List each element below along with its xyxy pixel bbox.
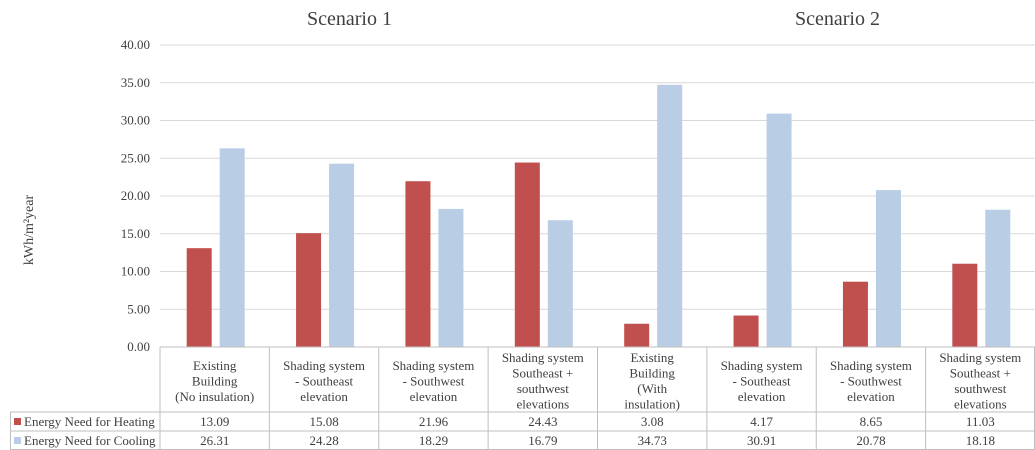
y-tick-label: 10.00 [121, 264, 150, 279]
y-tick-label: 15.00 [121, 226, 150, 241]
y-tick-label: 40.00 [121, 37, 150, 52]
y-tick-label: 25.00 [121, 150, 150, 165]
table-value: 24.43 [528, 414, 557, 429]
bar-cooling [657, 84, 683, 347]
bar-heating [842, 281, 868, 347]
scenario-1-title: Scenario 1 [307, 8, 392, 30]
bar-cooling [875, 190, 901, 347]
x-category-label: southwest [954, 381, 1006, 396]
scenario-2-title: Scenario 2 [795, 8, 880, 30]
table-value: 4.17 [750, 414, 773, 429]
table-value: 20.78 [856, 433, 885, 448]
legend-key-heating [14, 418, 21, 425]
bar-heating [405, 181, 431, 347]
table-value: 30.91 [747, 433, 776, 448]
legend-label: Energy Need for Cooling [24, 433, 156, 448]
x-category-label: elevations [516, 397, 569, 412]
table-value: 8.65 [860, 414, 883, 429]
x-category-label: Shading system [721, 358, 803, 373]
x-category-label: elevation [410, 389, 458, 404]
table-value: 3.08 [641, 414, 664, 429]
y-tick-label: 35.00 [121, 75, 150, 90]
table-value: 26.31 [200, 433, 229, 448]
y-tick-label: 20.00 [121, 188, 150, 203]
table-value: 18.18 [966, 433, 995, 448]
table-value: 13.09 [200, 414, 229, 429]
table-value: 18.29 [419, 433, 448, 448]
bar-cooling [438, 208, 464, 347]
x-category-label: Building [192, 374, 238, 389]
x-category-label: elevation [847, 389, 895, 404]
bar-cooling [219, 148, 245, 347]
bar-cooling [985, 209, 1011, 347]
x-category-label: - Southwest [403, 374, 465, 389]
x-category-label: - Southwest [840, 374, 902, 389]
x-category-label: Existing [631, 350, 675, 365]
table-value: 15.08 [309, 414, 338, 429]
x-category-label: - Southeast [295, 374, 354, 389]
x-category-label: elevation [300, 389, 348, 404]
x-category-label: elevation [738, 389, 786, 404]
bar-cooling [766, 113, 792, 347]
table-value: 34.73 [638, 433, 667, 448]
y-tick-label: 30.00 [121, 113, 150, 128]
legend-key-cooling [14, 437, 21, 444]
x-category-label: Building [629, 366, 675, 381]
x-category-label: elevations [954, 397, 1007, 412]
bar-heating [624, 323, 650, 347]
bar-cooling [547, 220, 573, 347]
table-value: 16.79 [528, 433, 557, 448]
y-tick-label: 5.00 [127, 301, 150, 316]
bar-heating [296, 233, 322, 347]
x-category-label: (With [637, 381, 667, 396]
x-category-label: Shading system [830, 358, 912, 373]
x-category-label: Shading system [939, 350, 1021, 365]
x-category-label: southwest [517, 381, 569, 396]
x-category-label: Shading system [502, 350, 584, 365]
x-category-label: (No insulation) [175, 389, 254, 404]
bar-heating [186, 248, 212, 347]
bar-heating [952, 263, 978, 347]
bar-heating [514, 162, 540, 347]
x-category-label: Existing [193, 358, 237, 373]
x-category-label: insulation) [624, 397, 680, 412]
table-value: 24.28 [309, 433, 338, 448]
x-category-label: Southeast + [512, 366, 573, 381]
table-value: 21.96 [419, 414, 449, 429]
x-category-label: - Southeast [732, 374, 791, 389]
x-category-label: Shading system [283, 358, 365, 373]
y-tick-label: 0.00 [127, 339, 150, 354]
x-category-label: Shading system [392, 358, 474, 373]
bar-cooling [329, 163, 355, 347]
x-category-label: Southeast + [950, 366, 1011, 381]
table-value: 11.03 [966, 414, 995, 429]
legend-label: Energy Need for Heating [24, 414, 155, 429]
bar-heating [733, 315, 759, 347]
